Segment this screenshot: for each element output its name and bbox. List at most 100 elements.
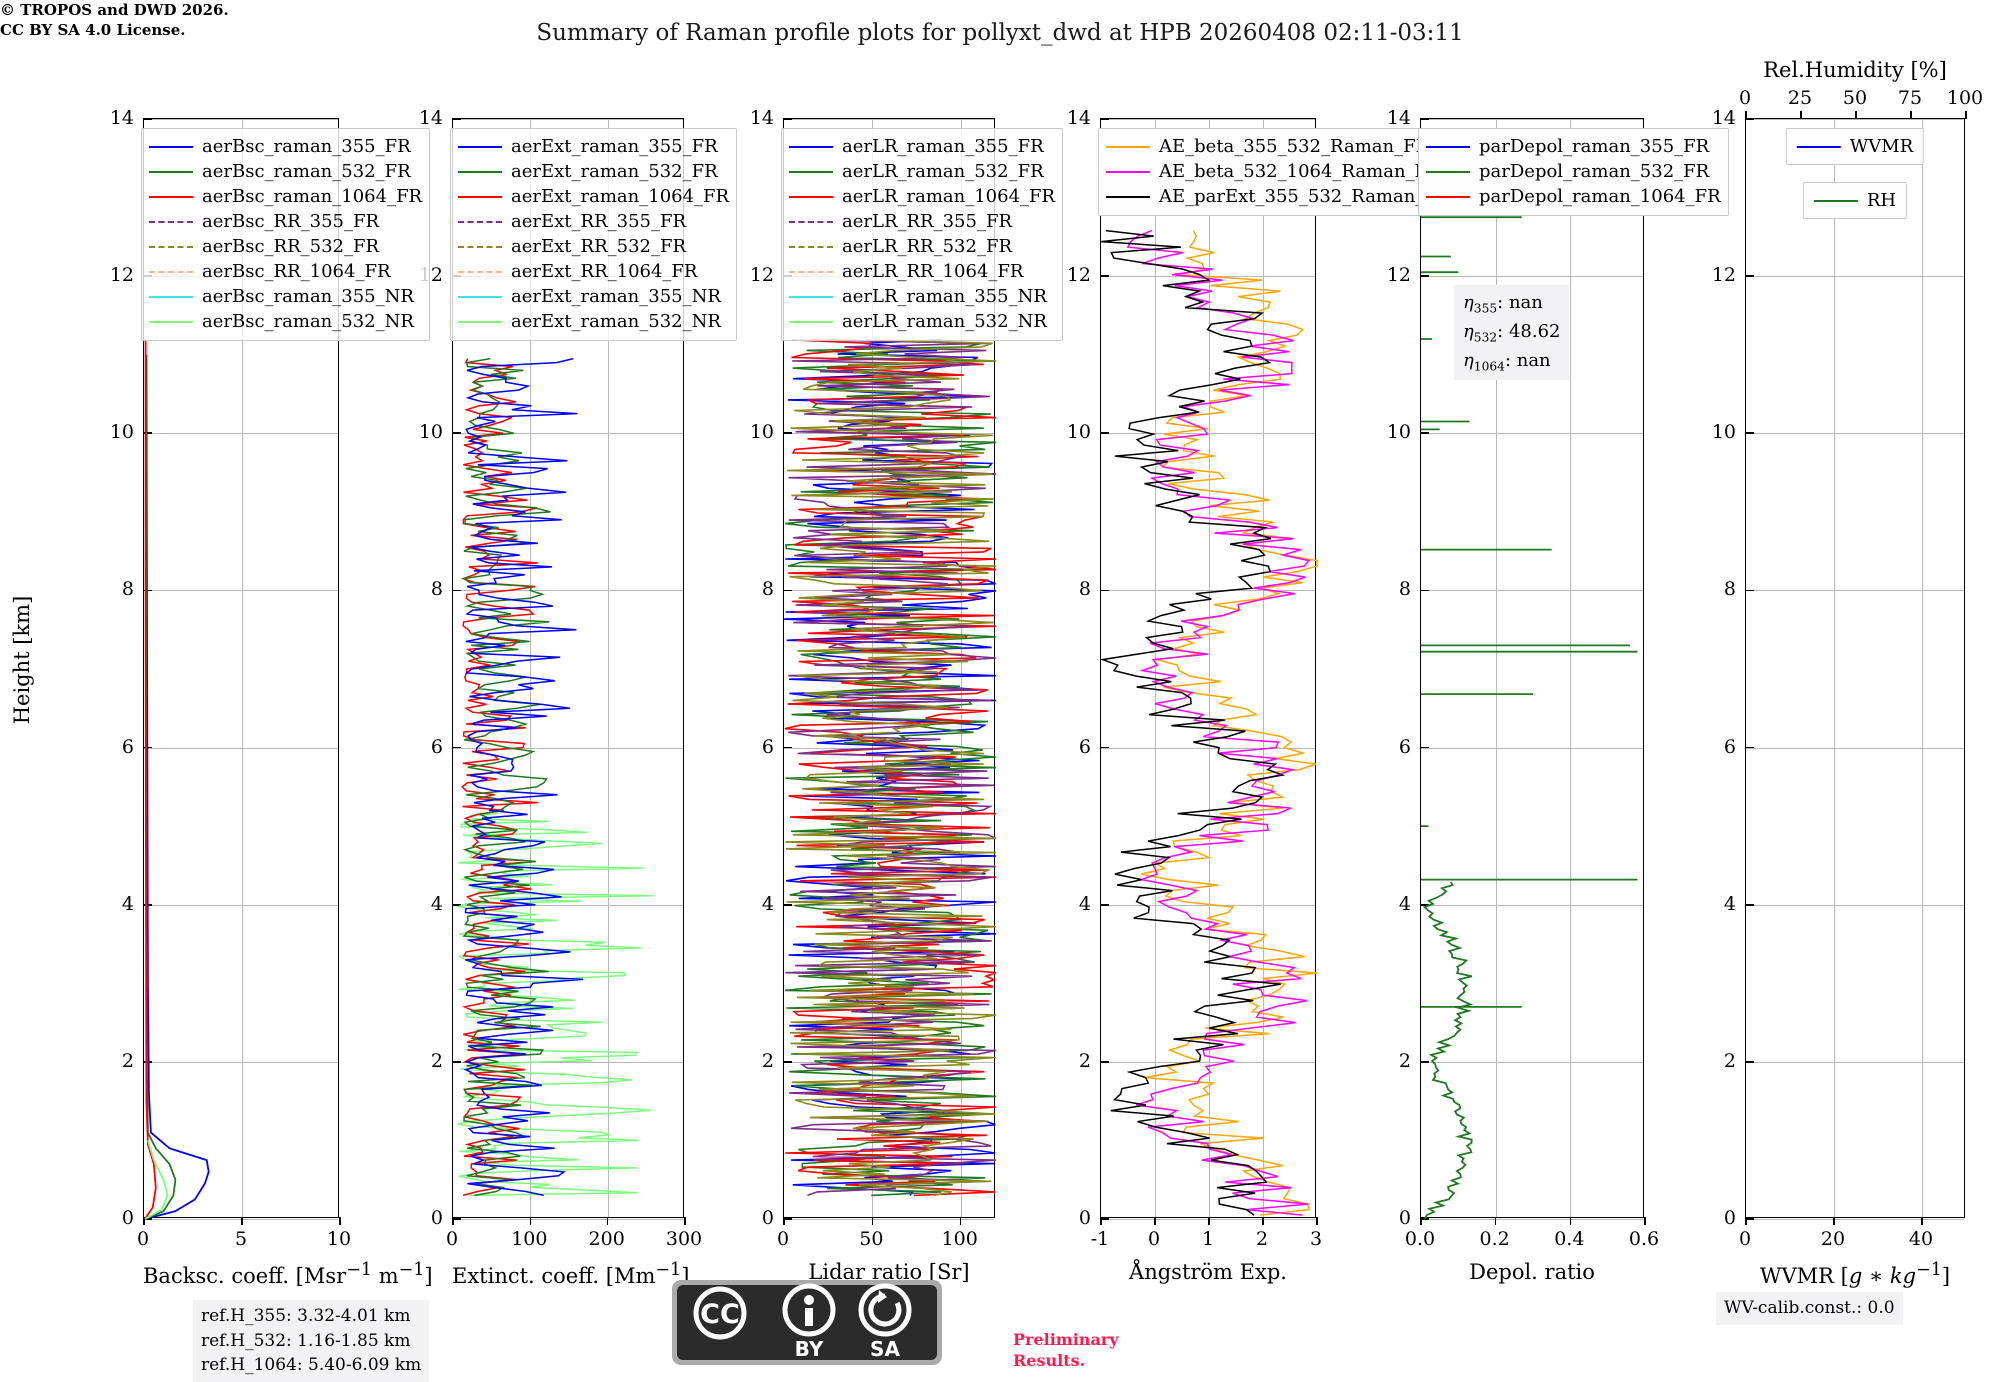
legend-line-swatch	[458, 195, 502, 198]
plot-panel-wvmr-rh: 0 2 4 6 8 10 12 14 0 20 40 0 25 50 75 100 Rel.Humidity […	[1712, 58, 1983, 1288]
x-tick-label-0.6: 0.6	[1628, 1228, 1660, 1250]
y-gridline	[1101, 1219, 1315, 1220]
legend-extinction: aerExt_raman_355_FR aerExt_raman_532_FR ae…	[450, 128, 738, 341]
x-tick-label-0: 0	[445, 1228, 459, 1250]
eta-annotation: η355: nan η532: 48.62 η1064: nan	[1454, 285, 1570, 380]
copyright-note: © TROPOS and DWD 2026. CC BY SA 4.0 Licen…	[0, 0, 2000, 41]
legend-item-aerext_rr_1064_fr[interactable]: aerExt_RR_1064_FR	[458, 259, 729, 284]
legend-label: aerLR_raman_532_NR	[842, 310, 1047, 332]
y-tick	[784, 746, 792, 749]
legend-item-aerbsc_rr_355_fr[interactable]: aerBsc_RR_355_FR	[149, 209, 422, 234]
y-tick	[453, 903, 461, 906]
x-tick	[783, 1217, 785, 1225]
legend-item-aerlr_raman_532_fr[interactable]: aerLR_raman_532_FR	[789, 159, 1055, 184]
plot-panel-backscatter: 0 2 4 6 8 10 12 14 0 5 10 Backsc. coeff. [Msr−1 m−1…	[110, 107, 433, 1288]
legend-item-pardepol_raman_532_fr[interactable]: parDepol_raman_532_FR	[1426, 159, 1721, 184]
legend-item-aerext_raman_355_fr[interactable]: aerExt_raman_355_FR	[458, 134, 729, 159]
legend-line-swatch	[789, 145, 833, 148]
legend-item-aerext_raman_532_nr[interactable]: aerExt_raman_532_NR	[458, 309, 729, 334]
legend-item-ae_parext_355_532_raman_fr[interactable]: AE_parExt_355_532_Raman_FR	[1106, 184, 1450, 209]
legend-label: AE_parExt_355_532_Raman_FR	[1159, 185, 1451, 207]
legend-label: aerLR_RR_355_FR	[842, 210, 1012, 232]
legend-item-aerext_rr_532_fr[interactable]: aerExt_RR_532_FR	[458, 234, 729, 259]
legend-item-aerbsc_rr_532_fr[interactable]: aerBsc_RR_532_FR	[149, 234, 422, 259]
y-tick	[144, 432, 152, 435]
data-traces-backscatter	[144, 339, 210, 1220]
legend-item-aerlr_rr_532_fr[interactable]: aerLR_RR_532_FR	[789, 234, 1055, 259]
legend-label: RH	[1866, 189, 1897, 211]
legend-item-pardepol_raman_355_fr[interactable]: parDepol_raman_355_FR	[1426, 134, 1721, 159]
y-tick	[784, 1218, 792, 1220]
legend-item-aerlr_raman_1064_fr[interactable]: aerLR_raman_1064_FR	[789, 184, 1055, 209]
legend-line-swatch	[149, 145, 193, 148]
x-gridline	[872, 119, 874, 1217]
y-tick-label-12: 12	[109, 264, 134, 287]
y-gridline	[1421, 433, 1643, 435]
y-tick-label-0: 0	[121, 1207, 134, 1229]
top-x-tick	[1800, 111, 1802, 119]
top-x-tick-label-75: 75	[1897, 87, 1923, 109]
legend-item-aerbsc_raman_532_fr[interactable]: aerBsc_raman_532_FR	[149, 159, 422, 184]
y-tick	[453, 746, 461, 749]
legend-item-ae_beta_355_532_raman_fr[interactable]: AE_beta_355_532_Raman_FR	[1106, 134, 1450, 159]
y-tick-label-2: 2	[430, 1049, 443, 1072]
plot-area-depolarization[interactable]	[1420, 118, 1646, 1225]
ref-height-line-1: ref.H_532: 1.16-1.85 km	[201, 1330, 411, 1351]
x-gridline	[242, 119, 243, 1217]
legend-item-pardepol_raman_1064_fr[interactable]: parDepol_raman_1064_FR	[1426, 184, 1721, 209]
legend-item-aerlr_raman_355_fr[interactable]: aerLR_raman_355_FR	[789, 134, 1055, 159]
y-tick	[453, 432, 461, 435]
legend-item-aerlr_raman_532_nr[interactable]: aerLR_raman_532_NR	[789, 309, 1055, 334]
y-tick-label-6: 6	[430, 735, 443, 758]
legend-item-aerbsc_rr_1064_fr[interactable]: aerBsc_RR_1064_FR	[149, 259, 422, 284]
y-tick	[1421, 589, 1429, 592]
legend-item-aerbsc_raman_355_fr[interactable]: aerBsc_raman_355_FR	[149, 134, 422, 159]
legend-line-swatch	[458, 295, 502, 298]
wv-calib-note: WV-calib.const.: 0.0	[1716, 1292, 1903, 1325]
y-tick	[1746, 432, 1754, 435]
legend-item-wvmr[interactable]: WVMR	[1796, 134, 1913, 159]
x-tick-label-0.4: 0.4	[1554, 1228, 1585, 1250]
y-tick-label-6: 6	[121, 735, 134, 758]
legend-label: aerLR_raman_1064_FR	[842, 185, 1056, 207]
y-tick	[1746, 746, 1754, 749]
y-tick	[144, 589, 152, 592]
legend-item-ae_beta_532_1064_raman_fr[interactable]: AE_beta_532_1064_Raman_FR	[1106, 159, 1450, 184]
legend-item-aerext_raman_1064_fr[interactable]: aerExt_raman_1064_FR	[458, 184, 729, 209]
legend-label: aerLR_raman_532_FR	[842, 160, 1044, 182]
y-gridline	[1746, 276, 1964, 278]
preliminary-line-0: Preliminary	[1013, 1330, 1119, 1349]
x-gridline	[1263, 119, 1264, 1217]
legend-item-aerext_rr_355_fr[interactable]: aerExt_RR_355_FR	[458, 209, 729, 234]
legend-line-swatch	[789, 195, 833, 198]
y-tick	[1746, 1061, 1754, 1063]
y-gridline	[1101, 119, 1315, 120]
x-axis-label-backscatter: Backsc. coeff. [Msr−1 m−1]	[143, 1260, 433, 1288]
legend-line-swatch	[458, 270, 502, 273]
y-gridline	[144, 747, 338, 749]
legend-item-aerbsc_raman_532_nr[interactable]: aerBsc_raman_532_NR	[149, 309, 422, 334]
eta-row-355: η355: nan	[1463, 292, 1543, 316]
y-tick-label-4: 4	[430, 892, 443, 915]
legend-line-swatch	[1106, 195, 1150, 198]
legend-label: aerBsc_RR_1064_FR	[202, 260, 391, 282]
legend-item-aerlr_rr_355_fr[interactable]: aerLR_RR_355_FR	[789, 209, 1055, 234]
legend-item-aerbsc_raman_1064_fr[interactable]: aerBsc_raman_1064_FR	[149, 184, 422, 209]
y-tick	[1101, 432, 1109, 435]
legend-line-swatch	[1426, 145, 1470, 148]
x-tick	[1208, 1217, 1210, 1225]
legend-item-aerlr_raman_355_nr[interactable]: aerLR_raman_355_NR	[789, 284, 1055, 309]
legend-item-rh[interactable]: RH	[1813, 188, 1897, 213]
y-tick	[453, 589, 461, 592]
legend-line-swatch	[149, 270, 193, 273]
legend-item-aerbsc_raman_355_nr[interactable]: aerBsc_raman_355_NR	[149, 284, 422, 309]
legend-label: aerLR_RR_1064_FR	[842, 260, 1024, 282]
y-tick-label-6: 6	[761, 735, 774, 758]
legend-item-aerlr_rr_1064_fr[interactable]: aerLR_RR_1064_FR	[789, 259, 1055, 284]
y-tick-label-12: 12	[1711, 264, 1736, 287]
plot-area-angstrom[interactable]	[1099, 118, 1318, 1225]
legend-rh: RH	[1802, 182, 1908, 219]
plot-area-wvmr-rh[interactable]	[1745, 111, 1967, 1225]
legend-item-aerext_raman_355_nr[interactable]: aerExt_raman_355_NR	[458, 284, 729, 309]
legend-item-aerext_raman_532_fr[interactable]: aerExt_raman_532_FR	[458, 159, 729, 184]
